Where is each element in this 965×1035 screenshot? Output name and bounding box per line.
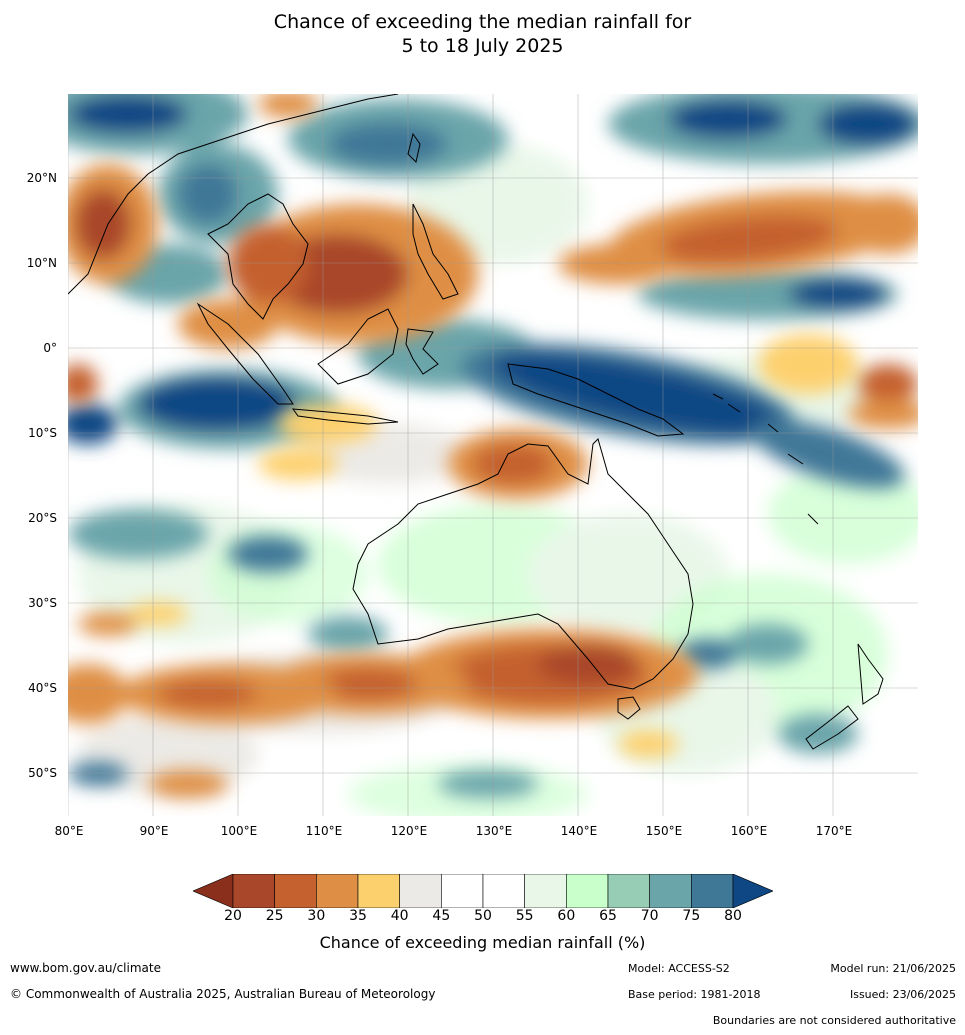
coastline-new-guinea [507, 363, 685, 437]
lon-label: 170°E [815, 824, 853, 838]
colorbar-swatch [357, 874, 400, 908]
title-line-2: 5 to 18 July 2025 [401, 35, 564, 57]
lat-label: 20°S [28, 511, 57, 525]
map-title: Chance of exceeding the median rainfall … [0, 10, 965, 58]
coastline-islands [712, 393, 819, 525]
lon-label: 110°E [305, 824, 343, 838]
colorbar-tick-label: 40 [390, 908, 409, 924]
colorbar-tick-label: 65 [599, 908, 617, 924]
rainfall-map [68, 94, 918, 816]
lat-label: 40°S [28, 681, 57, 695]
coastline-java [291, 408, 399, 425]
colorbar-tick-label: 20 [224, 908, 242, 924]
colorbar-extend-low [193, 874, 234, 908]
coastline-asia [68, 94, 399, 320]
colorbar-tick-label: 60 [557, 908, 576, 924]
title-line-1: Chance of exceeding the median rainfall … [273, 11, 692, 33]
dry-anomaly-layer [68, 94, 918, 798]
colorbar-swatch [649, 874, 692, 908]
colorbar-label: Chance of exceeding median rainfall (%) [319, 933, 646, 952]
colorbar-tick-label: 50 [474, 908, 492, 924]
colorbar-swatch [607, 874, 650, 908]
model-text: Model: ACCESS-S2 [628, 962, 730, 975]
lon-label: 100°E [220, 824, 258, 838]
colorbar-swatch [691, 874, 734, 908]
coastline-philippines [412, 203, 459, 300]
coastline-australia [352, 438, 694, 690]
lon-label: 120°E [390, 824, 428, 838]
lon-label: 130°E [475, 824, 513, 838]
colorbar-extend-high [732, 874, 773, 908]
colorbar-swatch [399, 874, 442, 908]
colorbar-tick-label: 75 [682, 908, 701, 924]
lat-label: 50°S [28, 766, 57, 780]
colorbar-tick-label: 25 [265, 908, 284, 924]
colorbar-swatch [441, 874, 484, 908]
copyright-text: © Commonwealth of Australia 2025, Austra… [10, 987, 436, 1001]
coastline-taiwan [407, 132, 421, 163]
website-link[interactable]: www.bom.gov.au/climate [10, 961, 161, 975]
coastline-new-zealand [805, 643, 884, 750]
issued-text: Issued: 23/06/2025 [849, 988, 956, 1001]
colorbar-tick-label: 70 [640, 908, 659, 924]
coastlines [68, 94, 884, 750]
colorbar-tick-label: 45 [432, 908, 451, 924]
lon-label: 150°E [645, 824, 683, 838]
disclaimer-text: Boundaries are not considered authoritat… [712, 1014, 956, 1027]
lon-label: 80°E [54, 824, 84, 838]
coastline-borneo [317, 308, 399, 385]
lat-label: 10°S [28, 426, 57, 440]
colorbar-tick-label: 35 [349, 908, 367, 924]
colorbar-swatch [482, 874, 525, 908]
coastline-sulawesi [405, 328, 439, 375]
base-period-text: Base period: 1981-2018 [628, 988, 761, 1001]
colorbar-swatch [524, 874, 567, 908]
colorbar-tick-label: 55 [515, 908, 534, 924]
lon-label: 90°E [139, 824, 169, 838]
lat-label: 0° [43, 341, 57, 355]
graticule [68, 94, 918, 816]
model-run-text: Model run: 21/06/2025 [830, 962, 956, 975]
colorbar-swatch [274, 874, 317, 908]
colorbar-swatch [316, 874, 359, 908]
colorbar [193, 874, 773, 908]
coastline-sumatra [196, 302, 294, 405]
lon-label: 140°E [560, 824, 598, 838]
colorbar-tick-label: 80 [724, 908, 742, 924]
colorbar-tick-label: 30 [307, 908, 326, 924]
colorbar-swatch [232, 874, 275, 908]
lat-label: 20°N [26, 171, 57, 185]
lon-label: 160°E [730, 824, 768, 838]
coastline-tasmania [617, 696, 641, 720]
lat-label: 10°N [26, 256, 57, 270]
lat-label: 30°S [28, 596, 57, 610]
colorbar-swatch [566, 874, 609, 908]
